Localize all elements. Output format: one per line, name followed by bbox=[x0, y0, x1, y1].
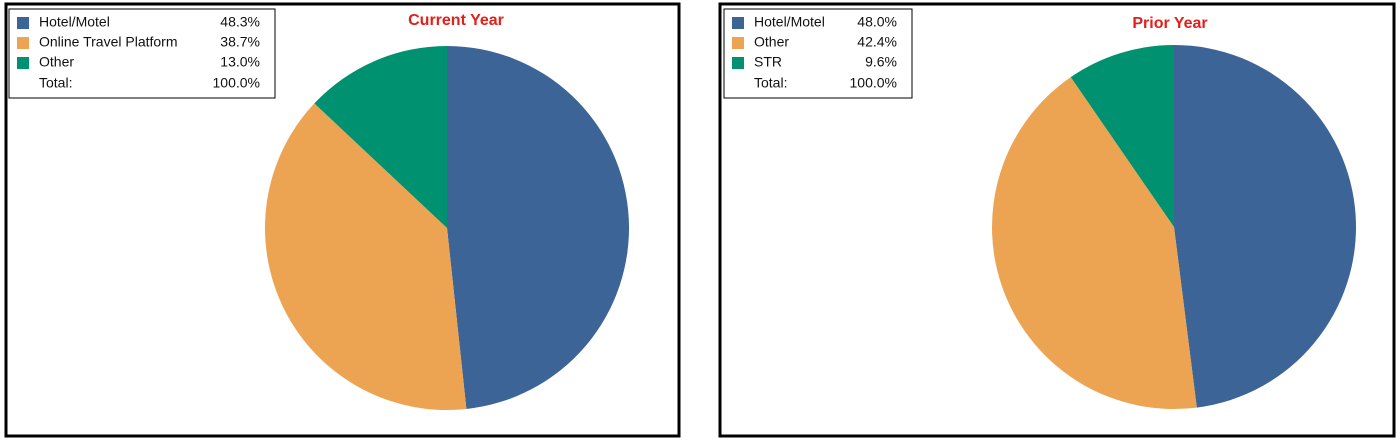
total-value: 100.0% bbox=[850, 75, 897, 91]
legend-label: Online Travel Platform bbox=[39, 34, 178, 50]
legend-swatch bbox=[17, 57, 29, 69]
total-value: 100.0% bbox=[213, 75, 260, 91]
legend-swatch bbox=[732, 17, 744, 29]
pie-slice bbox=[1070, 45, 1174, 227]
legend-box bbox=[723, 8, 913, 99]
legend-value: 38.7% bbox=[220, 34, 260, 50]
legend-swatch bbox=[17, 17, 29, 29]
legend-label: Hotel/Motel bbox=[754, 14, 825, 30]
total-label: Total: bbox=[754, 75, 787, 91]
chart-title: Prior Year bbox=[1132, 15, 1207, 32]
legend-value: 48.0% bbox=[857, 14, 897, 30]
legend-value: 48.3% bbox=[220, 14, 260, 30]
legend-label: Other bbox=[39, 54, 74, 70]
legend-swatch bbox=[732, 57, 744, 69]
total-label: Total: bbox=[39, 75, 72, 91]
chart-title: Current Year bbox=[408, 12, 504, 29]
pie-slice bbox=[1174, 45, 1357, 408]
pie-slice bbox=[447, 46, 630, 409]
legend-value: 13.0% bbox=[220, 54, 260, 70]
legend-value: 9.6% bbox=[865, 54, 897, 70]
legend-swatch bbox=[17, 37, 29, 49]
legend-value: 42.4% bbox=[857, 34, 897, 50]
pie-slice bbox=[314, 46, 447, 228]
pie-slice bbox=[992, 77, 1197, 410]
legend-label: Hotel/Motel bbox=[39, 14, 110, 30]
legend-label: Other bbox=[754, 34, 789, 50]
pie-slice bbox=[264, 103, 467, 411]
legend-label: STR bbox=[754, 54, 782, 70]
legend-box bbox=[8, 8, 276, 99]
legend-swatch bbox=[732, 37, 744, 49]
